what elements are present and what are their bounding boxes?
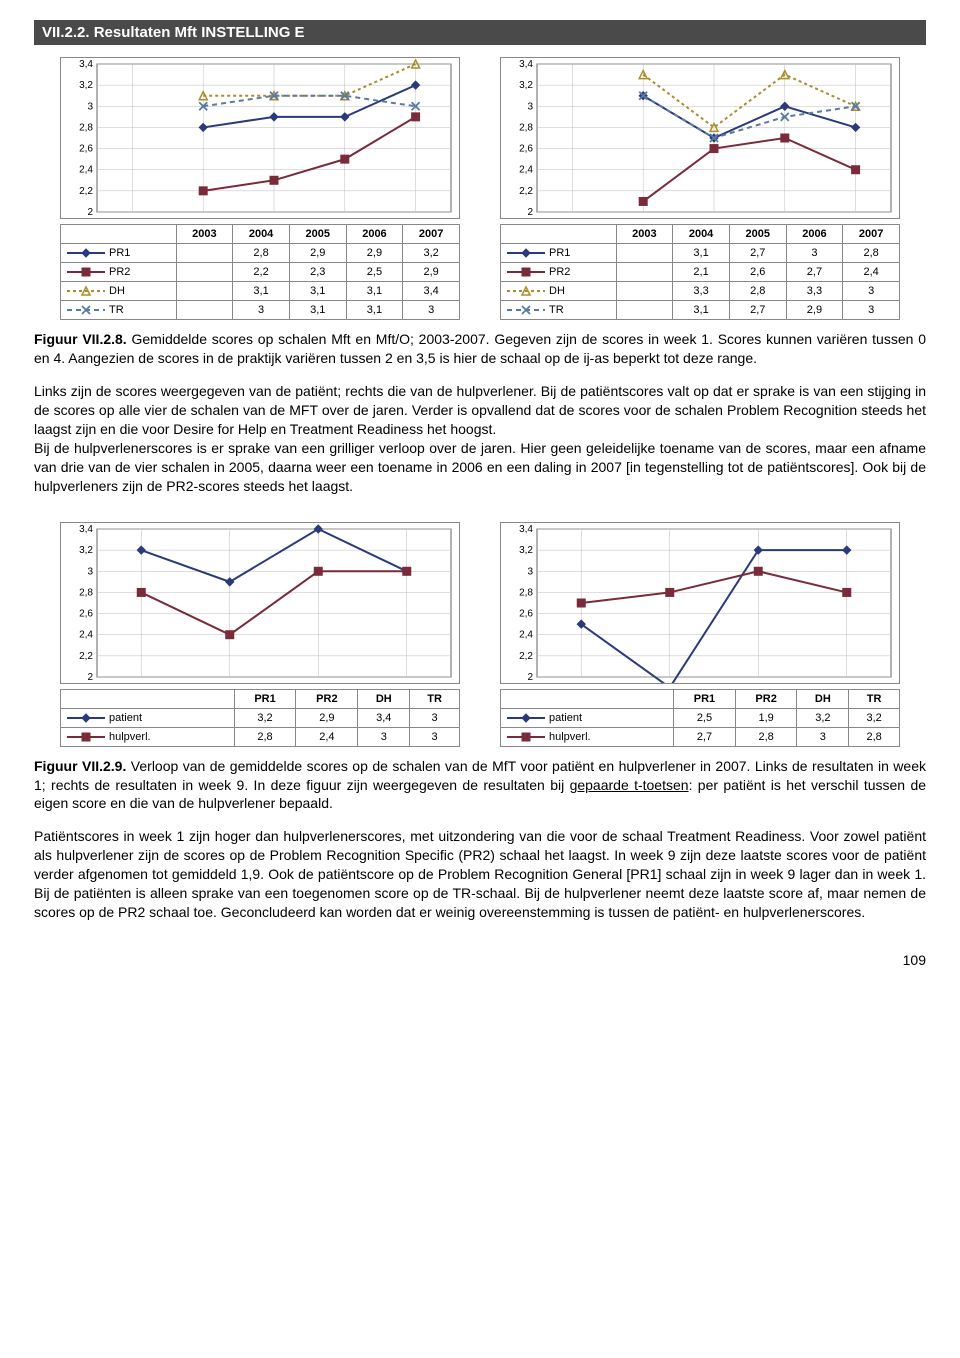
svg-text:2,8: 2,8	[519, 587, 533, 598]
chart-a-block: 2 2,2 2,4 2,6 2,8 3 3,2 3,4 2003200420052006200…	[60, 57, 460, 320]
figure-caption-1: Figuur VII.2.8. Gemiddelde scores op sch…	[34, 330, 926, 368]
svg-text:3: 3	[87, 566, 93, 577]
chart-b-block: 2 2,2 2,4 2,6 2,8 3 3,2 3,4 2003200420052006200…	[500, 57, 900, 320]
table-c: PR1PR2DHTRpatient3,22,93,43hulpverl.2,82…	[60, 689, 460, 747]
chart-c: 2 2,2 2,4 2,6 2,8 3 3,2 3,4	[61, 523, 459, 683]
chart-a: 2 2,2 2,4 2,6 2,8 3 3,2 3,4	[61, 58, 459, 218]
svg-text:2,6: 2,6	[79, 608, 93, 619]
caption1-lead: Figuur VII.2.8.	[34, 331, 127, 347]
svg-text:3,2: 3,2	[519, 80, 533, 91]
svg-text:2,8: 2,8	[79, 587, 93, 598]
svg-text:3,4: 3,4	[79, 59, 93, 70]
section-title: VII.2.2. Resultaten Mft INSTELLING E	[34, 20, 926, 45]
caption1-text: Gemiddelde scores op schalen Mft en Mft/…	[34, 331, 926, 366]
svg-text:2,2: 2,2	[79, 650, 93, 661]
svg-text:3,4: 3,4	[519, 524, 533, 535]
svg-text:2,8: 2,8	[79, 122, 93, 133]
svg-text:3,4: 3,4	[79, 524, 93, 535]
svg-text:3,2: 3,2	[79, 545, 93, 556]
svg-text:2: 2	[87, 207, 93, 218]
svg-text:3,2: 3,2	[519, 545, 533, 556]
chart-row-2: 2 2,2 2,4 2,6 2,8 3 3,2 3,4 PR1PR2DHTRpatient3,…	[34, 522, 926, 747]
chart-d: 2 2,2 2,4 2,6 2,8 3 3,2 3,4	[501, 523, 899, 683]
svg-text:2,6: 2,6	[519, 608, 533, 619]
chart-row-1: 2 2,2 2,4 2,6 2,8 3 3,2 3,4 2003200420052006200…	[34, 57, 926, 320]
svg-text:3: 3	[87, 101, 93, 112]
body-text-1: Links zijn de scores weergegeven van de …	[34, 382, 926, 495]
table-d: PR1PR2DHTRpatient2,51,93,23,2hulpverl.2,…	[500, 689, 900, 747]
figure-caption-2: Figuur VII.2.9. Verloop van de gemiddeld…	[34, 757, 926, 814]
svg-text:2,8: 2,8	[519, 122, 533, 133]
chart-d-block: 2 2,2 2,4 2,6 2,8 3 3,2 3,4 PR1PR2DHTRpatient2,…	[500, 522, 900, 747]
chart-c-block: 2 2,2 2,4 2,6 2,8 3 3,2 3,4 PR1PR2DHTRpatient3,…	[60, 522, 460, 747]
svg-text:2,4: 2,4	[519, 629, 533, 640]
table-b: 20032004200520062007PR13,12,732,8PR22,12…	[500, 224, 900, 320]
svg-text:2,2: 2,2	[519, 186, 533, 197]
caption2-underline: gepaarde t-toetsen	[570, 777, 689, 793]
svg-text:2,4: 2,4	[519, 165, 533, 176]
svg-text:2,2: 2,2	[79, 186, 93, 197]
svg-text:2,2: 2,2	[519, 650, 533, 661]
page-number: 109	[34, 952, 926, 968]
table-a: 20032004200520062007PR12,82,92,93,2PR22,…	[60, 224, 460, 320]
svg-text:2,6: 2,6	[519, 144, 533, 155]
svg-text:2,4: 2,4	[79, 165, 93, 176]
svg-text:2: 2	[527, 672, 533, 683]
svg-text:3: 3	[527, 566, 533, 577]
body-text-2: Patiëntscores in week 1 zijn hoger dan h…	[34, 827, 926, 921]
svg-text:2,6: 2,6	[79, 144, 93, 155]
svg-text:3,2: 3,2	[79, 80, 93, 91]
caption2-lead: Figuur VII.2.9.	[34, 758, 126, 774]
svg-text:3: 3	[527, 101, 533, 112]
svg-text:2: 2	[87, 672, 93, 683]
chart-b: 2 2,2 2,4 2,6 2,8 3 3,2 3,4	[501, 58, 899, 218]
svg-text:3,4: 3,4	[519, 59, 533, 70]
svg-text:2,4: 2,4	[79, 629, 93, 640]
svg-text:2: 2	[527, 207, 533, 218]
